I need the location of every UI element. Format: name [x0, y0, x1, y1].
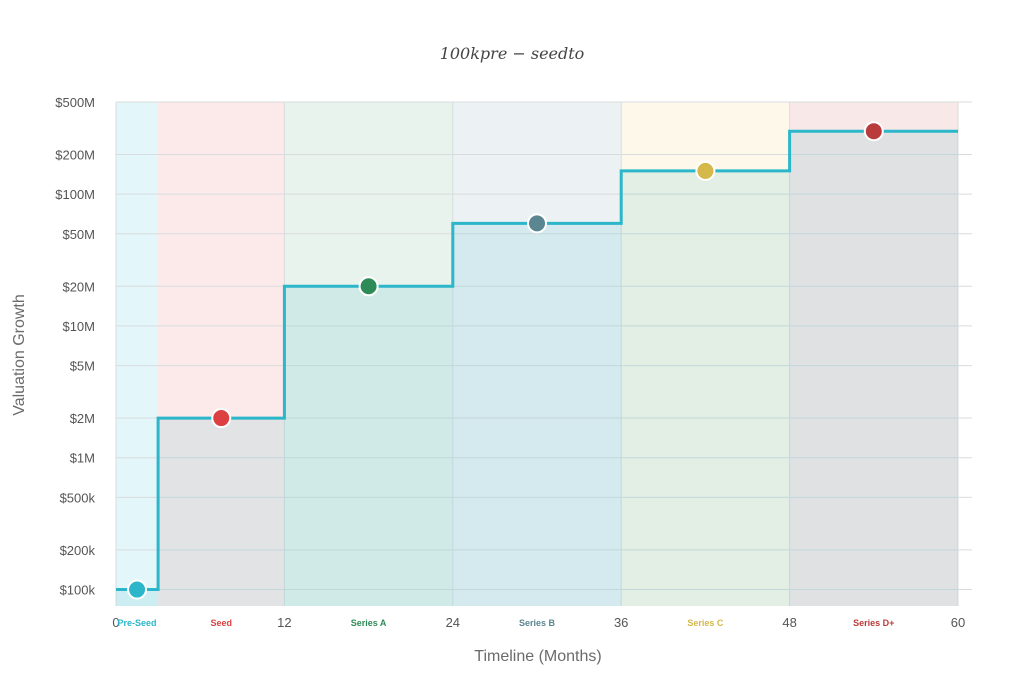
x-axis-ticks: 0 12 24 36 48 60: [112, 615, 965, 630]
y-tick-label-9: $100M: [55, 187, 95, 202]
stage-label-5: Series D+: [853, 618, 894, 628]
y-tick-label-3: $1M: [70, 451, 95, 466]
y-tick-label-7: $20M: [62, 279, 95, 294]
area-fill: [116, 131, 958, 606]
stage-band-2: [284, 102, 453, 606]
stage-markers: [127, 121, 884, 600]
y-tick-label-8: $50M: [62, 227, 95, 242]
step-line: [116, 129, 958, 591]
stage-band-1: [158, 102, 285, 606]
x-tick-label-1: 12: [277, 615, 291, 630]
x-tick-label-3: 36: [614, 615, 628, 630]
area-path: [116, 131, 958, 606]
stage-label-0: Pre-Seed: [118, 618, 157, 628]
stage-band-3: [452, 102, 622, 606]
y-tick-label-4: $2M: [70, 411, 95, 426]
x-tick-label-2: 24: [446, 615, 460, 630]
x-tick-label-0: 0: [112, 615, 119, 630]
marker-5: [863, 121, 884, 142]
marker-2: [358, 276, 379, 297]
marker-4: [695, 160, 716, 181]
stage-bands: [116, 102, 958, 606]
y-tick-label-6: $10M: [62, 319, 95, 334]
marker-0: [127, 579, 148, 600]
y-axis-ticks: $100k $200k $500k $1M $2M $5M $10M $20M $50M $100…: [55, 95, 95, 598]
y-tick-label-0: $100k: [60, 583, 96, 598]
chart-title: 100kpre − seedto: [440, 44, 585, 63]
y-tick-label-10: $200M: [55, 147, 95, 162]
y-tick-label-2: $500k: [60, 490, 96, 505]
stage-labels: Pre-Seed Seed Series A Series B Series C Seri…: [118, 618, 895, 628]
x-tick-label-4: 48: [782, 615, 796, 630]
stage-label-1: Seed: [210, 618, 232, 628]
stage-label-2: Series A: [351, 618, 387, 628]
gridlines: [115, 101, 972, 606]
y-axis-title: Valuation Growth: [11, 294, 28, 416]
y-tick-label-1: $200k: [60, 543, 96, 558]
stage-band-5: [789, 102, 958, 606]
y-tick-label-5: $5M: [70, 359, 95, 374]
stage-label-3: Series B: [519, 618, 556, 628]
x-axis-title: Timeline (Months): [474, 648, 601, 665]
y-tick-label-11: $500M: [55, 95, 95, 110]
stage-band-4: [621, 102, 790, 606]
marker-3: [527, 213, 547, 234]
line-path: [116, 129, 958, 591]
marker-1: [211, 408, 232, 429]
stage-band-0: [116, 102, 159, 606]
x-tick-label-5: 60: [951, 615, 965, 630]
stage-label-4: Series C: [687, 618, 724, 628]
